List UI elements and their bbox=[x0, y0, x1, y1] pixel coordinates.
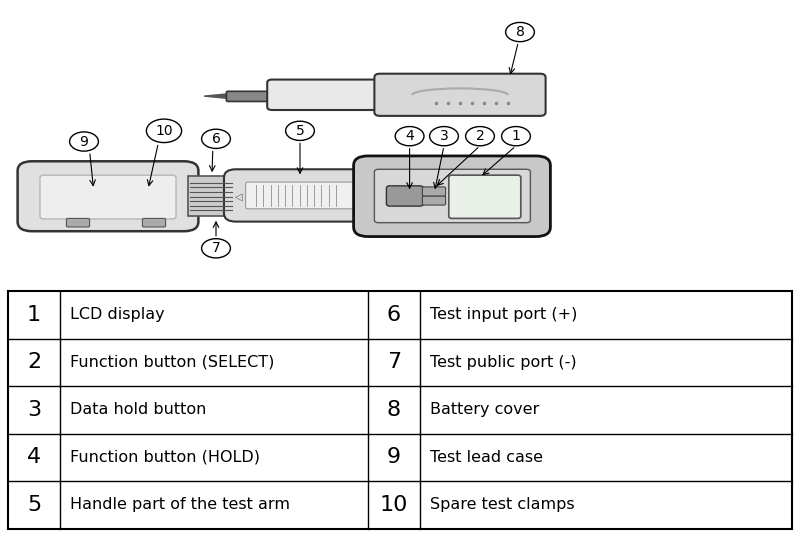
FancyBboxPatch shape bbox=[66, 218, 90, 227]
FancyBboxPatch shape bbox=[18, 161, 198, 231]
Text: Handle part of the test arm: Handle part of the test arm bbox=[70, 497, 290, 513]
Text: 6: 6 bbox=[211, 132, 221, 146]
FancyBboxPatch shape bbox=[224, 169, 376, 222]
Text: Test input port (+): Test input port (+) bbox=[430, 307, 577, 323]
Text: Test lead case: Test lead case bbox=[430, 450, 542, 465]
Text: 10: 10 bbox=[380, 495, 408, 515]
Text: 4: 4 bbox=[406, 129, 414, 143]
Text: 5: 5 bbox=[27, 495, 41, 515]
FancyBboxPatch shape bbox=[267, 80, 389, 110]
FancyBboxPatch shape bbox=[374, 169, 530, 223]
FancyBboxPatch shape bbox=[40, 175, 176, 219]
Text: Data hold button: Data hold button bbox=[70, 402, 206, 418]
Text: 3: 3 bbox=[440, 129, 448, 143]
Text: 9: 9 bbox=[387, 447, 401, 467]
FancyBboxPatch shape bbox=[422, 187, 446, 196]
Text: 2: 2 bbox=[27, 352, 41, 372]
FancyBboxPatch shape bbox=[142, 218, 166, 227]
Text: 9: 9 bbox=[79, 135, 89, 148]
Text: 6: 6 bbox=[387, 305, 401, 325]
Text: Function button (SELECT): Function button (SELECT) bbox=[70, 355, 274, 370]
Text: Battery cover: Battery cover bbox=[430, 402, 539, 418]
Text: 8: 8 bbox=[387, 400, 401, 420]
Text: 7: 7 bbox=[387, 352, 401, 372]
Text: 1: 1 bbox=[27, 305, 41, 325]
FancyBboxPatch shape bbox=[422, 196, 446, 205]
Text: 7: 7 bbox=[212, 241, 220, 255]
Polygon shape bbox=[204, 93, 232, 99]
FancyBboxPatch shape bbox=[8, 291, 792, 529]
FancyBboxPatch shape bbox=[354, 156, 550, 237]
Text: 3: 3 bbox=[27, 400, 41, 420]
Text: ◁: ◁ bbox=[234, 192, 242, 201]
Text: LCD display: LCD display bbox=[70, 307, 164, 323]
Text: Spare test clamps: Spare test clamps bbox=[430, 497, 574, 513]
FancyBboxPatch shape bbox=[374, 74, 546, 116]
Text: 1: 1 bbox=[511, 129, 521, 143]
FancyBboxPatch shape bbox=[226, 91, 278, 101]
Text: 8: 8 bbox=[515, 25, 525, 39]
Text: 5: 5 bbox=[296, 124, 304, 138]
Text: 4: 4 bbox=[27, 447, 41, 467]
Text: 2: 2 bbox=[476, 129, 484, 143]
Text: Test public port (-): Test public port (-) bbox=[430, 355, 576, 370]
FancyBboxPatch shape bbox=[449, 175, 521, 218]
FancyBboxPatch shape bbox=[386, 186, 423, 206]
Text: 10: 10 bbox=[155, 124, 173, 138]
FancyBboxPatch shape bbox=[246, 182, 354, 209]
FancyBboxPatch shape bbox=[188, 176, 234, 216]
Text: Function button (HOLD): Function button (HOLD) bbox=[70, 450, 259, 465]
